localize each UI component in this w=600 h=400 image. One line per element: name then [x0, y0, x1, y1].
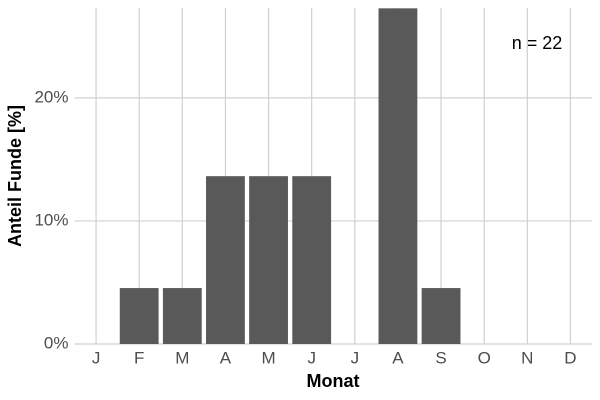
x-tick-label: M [261, 348, 275, 367]
bar [378, 8, 418, 345]
bar [292, 176, 332, 344]
x-tick-label: A [220, 348, 232, 367]
x-tick-label: J [307, 348, 316, 367]
x-tick-label: D [564, 348, 576, 367]
x-tick-label: J [351, 348, 360, 367]
x-tick-label: O [478, 348, 491, 367]
x-tick-label: S [435, 348, 446, 367]
bar [162, 288, 202, 344]
x-tick-label: J [92, 348, 101, 367]
y-tick-label: 20% [34, 87, 68, 106]
annotation: n = 22 [512, 33, 563, 53]
bar [119, 288, 159, 344]
bar [206, 176, 245, 344]
bar [421, 288, 461, 344]
x-tick-label: N [521, 348, 533, 367]
y-tick-label: 0% [44, 333, 69, 352]
bar [249, 176, 288, 344]
y-tick-label: 10% [34, 210, 68, 229]
x-axis-title: Monat [307, 371, 360, 391]
y-axis-title: Anteil Funde [%] [5, 105, 25, 247]
x-tick-label: A [392, 348, 404, 367]
x-tick-label: M [175, 348, 189, 367]
x-tick-label: F [134, 348, 144, 367]
